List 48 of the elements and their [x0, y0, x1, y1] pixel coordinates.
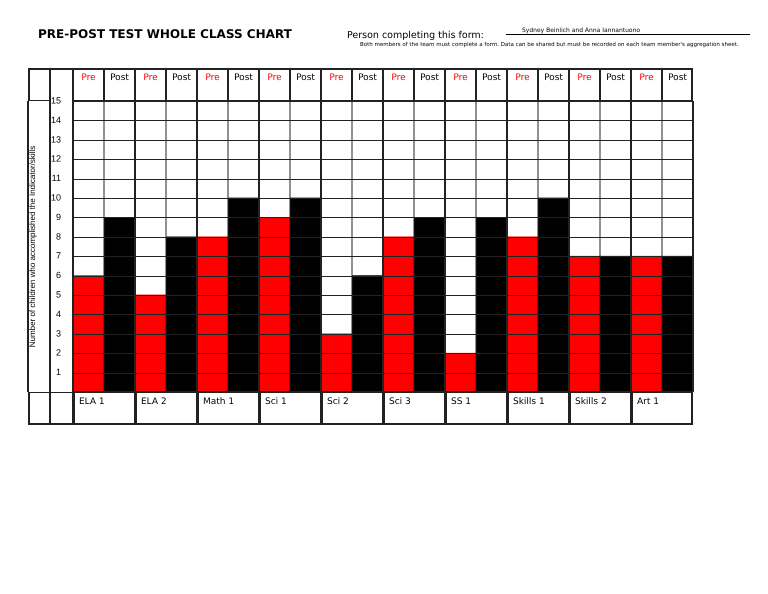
x-tick-label: Sci 2: [321, 392, 383, 425]
x-tick-label: Art 1: [631, 392, 693, 425]
y-tick-label: 4: [56, 308, 61, 319]
text: Pre: [143, 73, 158, 83]
y-tick-label: 13: [50, 134, 61, 144]
text: Pre: [205, 73, 220, 83]
text: Post: [358, 73, 377, 83]
y-tick-label: 11: [52, 173, 61, 184]
text: Pre: [259, 68, 290, 101]
x-tick-label: Sci 3: [383, 392, 445, 425]
text: Post: [420, 73, 439, 83]
y-tick-label: 2: [56, 348, 61, 358]
x-tick-label: SS 1: [445, 392, 507, 425]
y-tick-label: 9: [56, 212, 61, 222]
text: Pre: [577, 73, 592, 83]
text: Post: [296, 73, 315, 83]
text: Pre: [81, 73, 96, 83]
y-tick-label: 12: [50, 154, 61, 164]
x-tick-label: Skills 2: [569, 392, 631, 425]
y-tick-label: 10: [50, 192, 61, 202]
text: Pre: [639, 73, 654, 83]
text: Post: [606, 73, 625, 83]
text: Pre: [391, 73, 406, 83]
y-tick-label: 3: [56, 328, 61, 338]
text: Post: [110, 73, 129, 83]
y-tick-label: 14: [50, 114, 61, 125]
x-tick-label: Skills 1: [507, 392, 569, 425]
x-tick-label: ELA 1: [73, 392, 135, 425]
chart-title: PRE-POST TEST WHOLE CLASS CHART: [38, 27, 292, 41]
text: Person completing this form:: [347, 30, 484, 41]
y-tick-label: 8: [56, 231, 61, 242]
y-tick-label: 7: [56, 250, 61, 261]
text: Pre: [515, 73, 530, 83]
text: Post: [668, 73, 687, 83]
y-tick-label: 6: [56, 270, 61, 280]
text: Pre: [453, 73, 468, 83]
text: Post: [482, 73, 501, 83]
x-tick-label: ELA 2: [135, 392, 197, 425]
text: Post: [172, 73, 191, 83]
x-tick-label: Math 1: [197, 392, 259, 425]
text: Post: [544, 73, 563, 83]
y-tick-label: 15: [50, 95, 61, 106]
x-tick-label: Sci 1: [259, 392, 321, 425]
y-axis-title: Number of children who accomplished the Indicator/skills: [28, 146, 38, 348]
text: Post: [228, 68, 259, 101]
y-tick-label: 1: [56, 367, 61, 378]
text: Pre: [329, 73, 344, 83]
y-tick-label: 5: [56, 289, 61, 300]
